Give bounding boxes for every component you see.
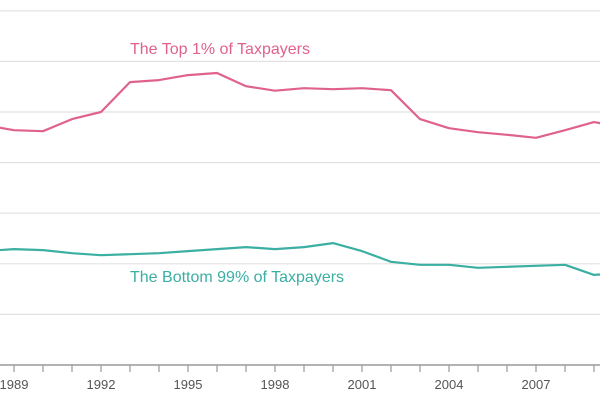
label-top-1-percent: The Top 1% of Taxpayers	[130, 41, 310, 58]
series-line-bottom-99-percent	[0, 242, 600, 276]
x-tick-label: 2001	[348, 377, 377, 392]
x-tick-label: 1995	[174, 377, 203, 392]
x-tick-label: 2007	[522, 377, 551, 392]
x-tick-label: 1998	[261, 377, 290, 392]
series-lines	[0, 71, 600, 276]
x-tick-label: 1992	[87, 377, 116, 392]
x-ticks: 1989 1992 1995 1998 2001 2004 2007	[0, 365, 595, 392]
x-tick-label: 1989	[0, 377, 28, 392]
x-tick-label: 2004	[435, 377, 464, 392]
label-bottom-99-percent: The Bottom 99% of Taxpayers	[130, 269, 344, 286]
series-line-top-1-percent	[0, 71, 600, 139]
